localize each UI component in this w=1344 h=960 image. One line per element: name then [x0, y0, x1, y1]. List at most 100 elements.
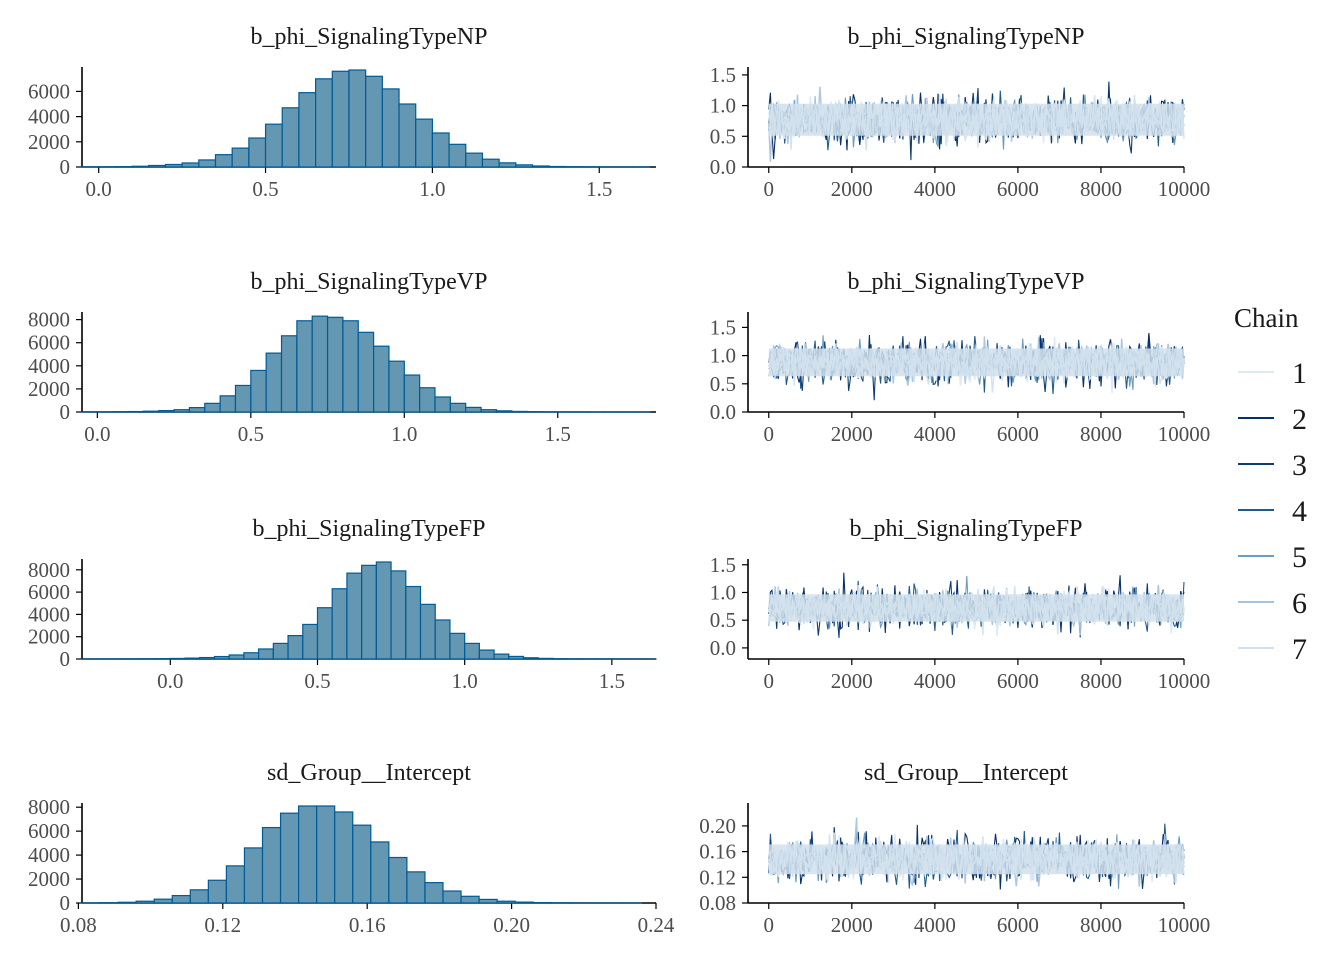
histogram-bar: [243, 652, 260, 660]
histogram-bar: [419, 387, 436, 413]
histogram-bar: [311, 315, 329, 413]
x-tick-label: 1.5: [586, 177, 612, 201]
y-tick-label: 6000: [28, 79, 70, 103]
histogram-bar: [478, 898, 498, 904]
legend-item: 5: [1238, 541, 1307, 574]
histogram-bar: [199, 656, 216, 660]
legend-label: 1: [1292, 357, 1307, 390]
histogram-bars: [81, 561, 657, 660]
histogram-bar: [158, 410, 175, 413]
y-tick-label: 0: [60, 155, 71, 179]
histogram-bar: [405, 585, 422, 660]
trace-lines: [768, 817, 1185, 890]
histogram-bar: [264, 123, 283, 168]
legend-item: 1: [1238, 357, 1307, 390]
x-tick-label: 0.0: [157, 669, 183, 693]
x-tick-label: 2000: [831, 422, 873, 446]
x-tick-label: 0.5: [304, 669, 330, 693]
histogram-bar: [449, 632, 466, 660]
y-tick-label: 0.12: [699, 865, 736, 889]
histogram-bar: [331, 588, 348, 660]
y-tick-label: 0.5: [710, 608, 736, 632]
histogram-bar: [298, 805, 318, 904]
histogram-bar: [419, 603, 436, 660]
y-tick-label: 8000: [28, 558, 70, 582]
x-tick-label: 4000: [914, 422, 956, 446]
histogram-bar: [381, 88, 400, 168]
panel-title: sd_Group__Intercept: [267, 760, 471, 786]
histogram-bar: [169, 657, 186, 660]
histogram-bar: [375, 561, 392, 660]
histogram-bar: [135, 900, 155, 904]
x-tick-label: 4000: [914, 913, 956, 937]
histogram-bar: [265, 352, 283, 413]
x-tick-label: 0.20: [493, 913, 530, 937]
x-tick-label: 6000: [997, 422, 1039, 446]
panel-title: b_phi_SignalingTypeNP: [251, 24, 488, 50]
y-tick-label: 0.08: [699, 891, 736, 915]
histogram-bar: [279, 812, 300, 904]
x-tick-label: 0.08: [60, 913, 97, 937]
x-tick-label: 6000: [997, 669, 1039, 693]
histogram-bar: [198, 159, 217, 168]
legend-label: 4: [1292, 495, 1307, 528]
trace-density-band: [768, 594, 1184, 622]
histogram-bar: [415, 118, 434, 168]
y-tick-label: 8000: [28, 795, 70, 819]
x-tick-label: 0.16: [349, 913, 386, 937]
y-tick-label: 0: [60, 891, 71, 915]
x-tick-label: 10000: [1158, 177, 1211, 201]
histogram-bar: [315, 78, 333, 168]
legend-label: 7: [1292, 633, 1307, 666]
histogram-bar: [431, 132, 450, 168]
histogram-bar: [460, 895, 480, 904]
trace-lines: [768, 81, 1185, 162]
trace-lines: [768, 572, 1185, 638]
x-tick-label: 1.0: [452, 669, 478, 693]
histogram-bar: [478, 649, 495, 660]
histogram-bar: [388, 360, 405, 413]
y-tick-label: 4000: [28, 843, 70, 867]
legend-label: 5: [1292, 541, 1307, 574]
y-tick-label: 1.0: [710, 94, 736, 118]
histogram-bar: [164, 163, 183, 168]
x-tick-label: 10000: [1158, 913, 1211, 937]
y-tick-label: 0: [60, 647, 71, 671]
histogram-bar: [464, 642, 480, 660]
histogram-bar: [171, 894, 191, 904]
histogram-bar: [508, 655, 525, 660]
trace-panel: 0 2000 4000 6000 8000 10000 0.0 0.5 1.0 1.5 b_phi_…: [710, 24, 1211, 201]
histogram-bar: [243, 847, 264, 904]
y-tick-label: 2000: [28, 377, 70, 401]
histogram-bar: [465, 152, 484, 168]
x-tick-label: 1.5: [599, 669, 625, 693]
histogram-bar: [515, 164, 534, 168]
trace-panel: 0 2000 4000 6000 8000 10000 0.0 0.5 1.0 1.5 b_phi_…: [710, 269, 1211, 446]
y-tick-label: 0.16: [699, 840, 736, 864]
histogram-bar: [302, 623, 319, 660]
x-tick-label: 8000: [1080, 913, 1122, 937]
y-tick-label: 0.0: [710, 155, 736, 179]
histogram-bar: [365, 75, 383, 168]
histogram-bar: [548, 165, 567, 168]
histogram-bar: [514, 901, 534, 904]
x-tick-label: 8000: [1080, 422, 1122, 446]
histogram-bar: [398, 103, 417, 168]
x-tick-label: 0: [764, 913, 775, 937]
histogram-bar: [131, 165, 150, 168]
x-tick-label: 10000: [1158, 669, 1211, 693]
x-tick-label: 2000: [831, 913, 873, 937]
histogram-bar: [326, 316, 344, 413]
histogram-bar: [361, 564, 377, 660]
histogram-bar: [142, 410, 160, 413]
histogram-bar: [228, 654, 245, 660]
y-tick-label: 0.5: [710, 372, 736, 396]
histogram-bar: [204, 402, 221, 413]
x-tick-label: 0.24: [638, 913, 675, 937]
x-tick-label: 6000: [997, 913, 1039, 937]
trace-panel: 0 2000 4000 6000 8000 10000 0.080.120.160.20 sd…: [699, 760, 1210, 937]
histogram-bar: [403, 374, 421, 413]
histogram-bar: [424, 882, 444, 904]
